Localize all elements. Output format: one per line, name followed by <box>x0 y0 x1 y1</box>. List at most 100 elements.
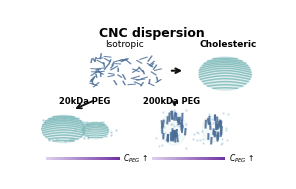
Bar <box>99 157 101 160</box>
Polygon shape <box>162 133 165 139</box>
Polygon shape <box>104 58 111 62</box>
Bar <box>158 157 159 160</box>
Bar <box>210 157 212 160</box>
Bar <box>172 157 173 160</box>
Bar <box>195 157 196 160</box>
Polygon shape <box>162 120 165 127</box>
Bar <box>176 157 178 160</box>
Polygon shape <box>108 73 115 75</box>
Polygon shape <box>174 130 177 138</box>
Polygon shape <box>205 120 207 129</box>
Polygon shape <box>181 120 184 128</box>
Bar <box>79 157 80 160</box>
Bar <box>59 157 60 160</box>
Polygon shape <box>91 71 98 73</box>
Bar <box>178 157 179 160</box>
Polygon shape <box>122 59 128 62</box>
Bar <box>218 157 219 160</box>
Bar <box>215 157 216 160</box>
Bar <box>52 157 53 160</box>
Bar <box>98 157 99 160</box>
Polygon shape <box>177 119 180 125</box>
Bar <box>184 157 185 160</box>
Bar <box>173 157 174 160</box>
Polygon shape <box>175 113 178 121</box>
Bar <box>169 157 170 160</box>
Polygon shape <box>176 133 179 142</box>
Polygon shape <box>111 61 115 66</box>
Bar <box>110 157 111 160</box>
Polygon shape <box>96 57 104 59</box>
Text: $C_{PEG}$ ↑: $C_{PEG}$ ↑ <box>123 152 149 165</box>
Bar <box>78 157 79 160</box>
Polygon shape <box>90 68 101 70</box>
Bar <box>73 157 74 160</box>
Bar <box>174 157 175 160</box>
Bar <box>96 157 97 160</box>
Bar <box>214 157 215 160</box>
Polygon shape <box>147 63 154 67</box>
Bar <box>112 157 113 160</box>
Bar <box>108 157 109 160</box>
Bar <box>62 157 63 160</box>
Bar <box>179 157 180 160</box>
Bar <box>212 157 213 160</box>
Bar <box>224 157 225 160</box>
Polygon shape <box>103 64 109 70</box>
Polygon shape <box>174 136 176 143</box>
Polygon shape <box>171 131 174 140</box>
Polygon shape <box>155 79 162 83</box>
Polygon shape <box>115 59 124 62</box>
Bar <box>104 157 105 160</box>
Polygon shape <box>132 68 140 72</box>
Polygon shape <box>127 84 136 85</box>
Bar <box>111 157 112 160</box>
Bar <box>159 157 160 160</box>
Bar <box>160 157 161 160</box>
Polygon shape <box>181 125 184 133</box>
Bar <box>186 157 187 160</box>
Bar <box>163 157 164 160</box>
Polygon shape <box>100 73 102 77</box>
Bar <box>176 157 177 160</box>
Bar <box>193 157 194 160</box>
Bar <box>71 157 72 160</box>
Polygon shape <box>210 137 213 145</box>
Bar <box>152 157 153 160</box>
Polygon shape <box>208 116 211 124</box>
Bar <box>102 157 103 160</box>
Polygon shape <box>110 64 115 69</box>
Bar <box>64 157 65 160</box>
Bar <box>157 157 158 160</box>
Ellipse shape <box>82 122 109 139</box>
Polygon shape <box>95 70 104 75</box>
Bar <box>177 157 178 160</box>
Ellipse shape <box>160 113 187 145</box>
Bar <box>69 157 70 160</box>
Text: CNC dispersion: CNC dispersion <box>99 27 205 40</box>
Polygon shape <box>133 81 142 85</box>
Bar <box>100 157 102 160</box>
Polygon shape <box>181 113 184 121</box>
Polygon shape <box>150 63 155 67</box>
Bar <box>165 157 166 160</box>
Bar <box>155 157 156 160</box>
Bar <box>167 157 168 160</box>
Bar <box>83 157 84 160</box>
Bar <box>76 157 78 160</box>
Bar <box>222 157 223 160</box>
Bar <box>53 157 54 160</box>
Text: 200kDa PEG: 200kDa PEG <box>143 97 200 106</box>
Bar <box>203 157 204 160</box>
Polygon shape <box>122 74 126 80</box>
Bar <box>85 157 86 160</box>
Polygon shape <box>214 131 217 138</box>
Polygon shape <box>120 58 127 62</box>
Bar <box>196 157 197 160</box>
Bar <box>75 157 76 160</box>
Bar <box>221 157 223 160</box>
Polygon shape <box>142 70 145 74</box>
Polygon shape <box>132 67 140 73</box>
Bar <box>213 157 214 160</box>
Polygon shape <box>170 111 173 120</box>
